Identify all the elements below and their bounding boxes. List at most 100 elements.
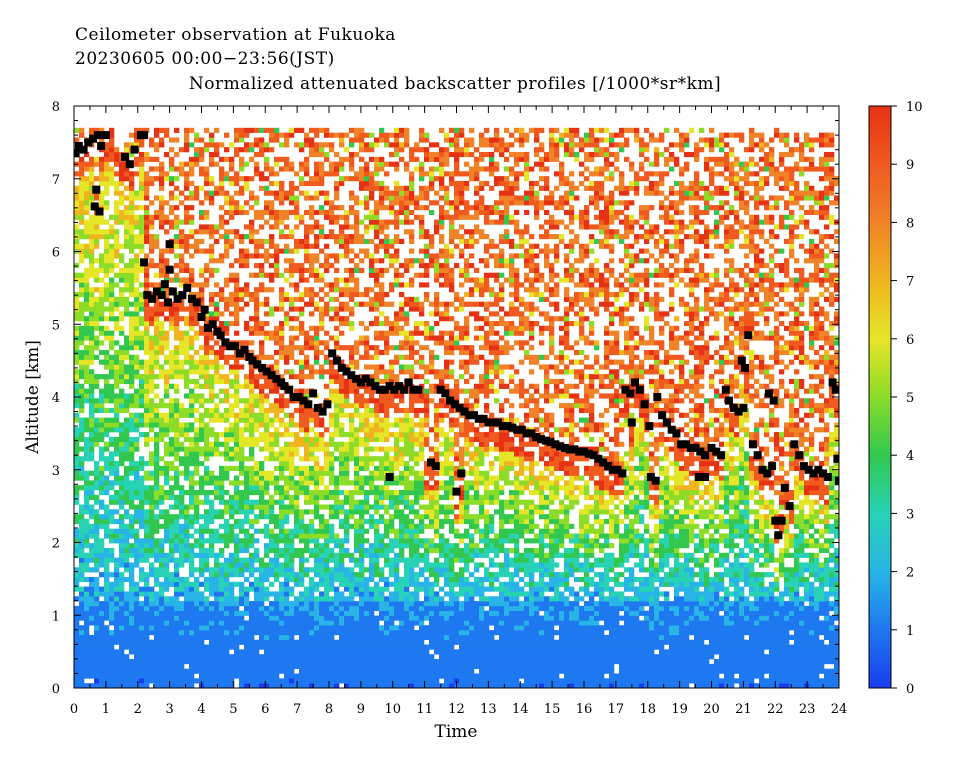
heatmap-cell bbox=[239, 398, 244, 403]
heatmap-cell bbox=[254, 403, 259, 408]
heatmap-cell bbox=[204, 268, 209, 273]
heatmap-cell bbox=[249, 567, 254, 572]
heatmap-cell bbox=[199, 137, 204, 142]
heatmap-cell bbox=[249, 480, 254, 485]
heatmap-cell bbox=[224, 476, 229, 481]
heatmap-cell bbox=[319, 620, 324, 625]
heatmap-cell bbox=[164, 659, 169, 664]
heatmap-cell bbox=[134, 649, 139, 654]
heatmap-cell bbox=[119, 654, 124, 659]
heatmap-cell bbox=[244, 625, 249, 630]
heatmap-cell bbox=[339, 582, 344, 587]
heatmap-cell bbox=[304, 229, 309, 234]
heatmap-cell bbox=[289, 422, 294, 427]
heatmap-cell bbox=[114, 302, 119, 307]
heatmap-cell bbox=[224, 398, 229, 403]
heatmap-cell bbox=[124, 195, 129, 200]
heatmap-cell bbox=[174, 519, 179, 524]
heatmap-cell bbox=[109, 335, 114, 340]
heatmap-cell bbox=[339, 538, 344, 543]
heatmap-cell bbox=[334, 490, 339, 495]
heatmap-cell bbox=[214, 509, 219, 514]
heatmap-cell bbox=[249, 678, 254, 683]
heatmap-cell bbox=[204, 553, 209, 558]
heatmap-cell bbox=[344, 393, 349, 398]
heatmap-cell bbox=[84, 654, 89, 659]
heatmap-cell bbox=[249, 476, 254, 481]
heatmap-cell bbox=[359, 321, 364, 326]
heatmap-cell bbox=[224, 389, 229, 394]
heatmap-cell bbox=[104, 181, 109, 186]
heatmap-cell bbox=[214, 649, 219, 654]
heatmap-cell bbox=[94, 635, 99, 640]
heatmap-cell bbox=[169, 674, 174, 679]
heatmap-cell bbox=[234, 447, 239, 452]
heatmap-cell bbox=[299, 273, 304, 278]
heatmap-cell bbox=[194, 147, 199, 152]
heatmap-cell bbox=[349, 572, 354, 577]
heatmap-cell bbox=[119, 408, 124, 413]
heatmap-cell bbox=[269, 224, 274, 229]
heatmap-cell bbox=[349, 321, 354, 326]
heatmap-cell bbox=[224, 625, 229, 630]
heatmap-cell bbox=[179, 244, 184, 249]
heatmap-cell bbox=[84, 191, 89, 196]
heatmap-cell bbox=[204, 620, 209, 625]
heatmap-cell bbox=[159, 466, 164, 471]
heatmap-cell bbox=[284, 350, 289, 355]
heatmap-cell bbox=[269, 389, 274, 394]
heatmap-cell bbox=[284, 451, 289, 456]
heatmap-cell bbox=[354, 215, 359, 220]
heatmap-cell bbox=[364, 509, 369, 514]
heatmap-cell bbox=[254, 162, 259, 167]
heatmap-cell bbox=[304, 490, 309, 495]
heatmap-cell bbox=[139, 649, 144, 654]
heatmap-cell bbox=[284, 553, 289, 558]
heatmap-cell bbox=[139, 538, 144, 543]
heatmap-cell bbox=[174, 224, 179, 229]
heatmap-cell bbox=[169, 616, 174, 621]
heatmap-cell bbox=[189, 591, 194, 596]
heatmap-cell bbox=[359, 601, 364, 606]
heatmap-cell bbox=[279, 403, 284, 408]
heatmap-cell bbox=[289, 210, 294, 215]
heatmap-cell bbox=[244, 601, 249, 606]
heatmap-cell bbox=[99, 393, 104, 398]
heatmap-cell bbox=[149, 640, 154, 645]
heatmap-cell bbox=[89, 350, 94, 355]
heatmap-cell bbox=[214, 451, 219, 456]
heatmap-cell bbox=[349, 273, 354, 278]
heatmap-cell bbox=[194, 157, 199, 162]
heatmap-cell bbox=[324, 606, 329, 611]
heatmap-cell bbox=[99, 422, 104, 427]
heatmap-cell bbox=[194, 447, 199, 452]
heatmap-cell bbox=[309, 408, 314, 413]
heatmap-cell bbox=[84, 393, 89, 398]
heatmap-cell bbox=[144, 591, 149, 596]
heatmap-cell bbox=[109, 654, 114, 659]
heatmap-cell bbox=[314, 162, 319, 167]
heatmap-cell bbox=[164, 360, 169, 365]
heatmap-cell bbox=[334, 572, 339, 577]
heatmap-cell bbox=[304, 437, 309, 442]
heatmap-cell bbox=[174, 674, 179, 679]
heatmap-cell bbox=[184, 249, 189, 254]
heatmap-cell bbox=[174, 195, 179, 200]
heatmap-cell bbox=[304, 601, 309, 606]
heatmap-cell bbox=[84, 553, 89, 558]
heatmap-cell bbox=[194, 606, 199, 611]
heatmap-cell bbox=[224, 678, 229, 683]
heatmap-cell bbox=[104, 630, 109, 635]
heatmap-cell bbox=[159, 340, 164, 345]
heatmap-cell bbox=[349, 451, 354, 456]
heatmap-cell bbox=[194, 162, 199, 167]
heatmap-cell bbox=[309, 215, 314, 220]
heatmap-cell bbox=[109, 244, 114, 249]
heatmap-cell bbox=[299, 654, 304, 659]
heatmap-cell bbox=[129, 447, 134, 452]
heatmap-cell bbox=[179, 577, 184, 582]
heatmap-cell bbox=[324, 587, 329, 592]
heatmap-cell bbox=[174, 635, 179, 640]
heatmap-cell bbox=[334, 514, 339, 519]
heatmap-cell bbox=[289, 307, 294, 312]
